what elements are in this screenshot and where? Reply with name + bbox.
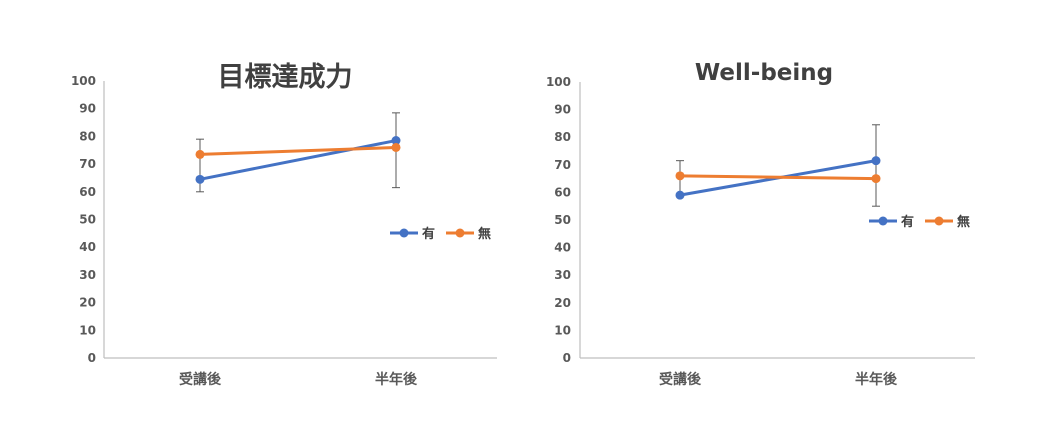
data-point-無 [195,149,205,159]
data-point-有 [675,190,685,200]
legend-entry: 有 [390,226,435,242]
data-point-有 [391,136,401,146]
legend-entry: 無 [446,226,491,242]
y-tick-label: 10 [79,323,96,337]
y-tick-label: 70 [79,157,96,171]
y-tick-label: 30 [554,268,571,282]
y-tick-label: 20 [554,296,571,310]
legend-label: 無 [957,214,970,230]
data-point-無 [391,142,401,152]
y-tick-label: 20 [79,296,96,310]
x-category-label: 半年後 [855,371,898,388]
legend-marker [399,228,409,238]
data-point-無 [871,174,881,184]
y-tick-label: 10 [554,323,571,337]
legend-label: 無 [478,226,491,242]
legend-label: 有 [901,214,914,230]
y-tick-label: 0 [563,351,571,365]
y-tick-label: 30 [79,268,96,282]
data-point-有 [871,156,881,166]
chart-1: 目標達成力 0 10 20 30 40 50 60 70 80 90 100 受講後 半年後 有 無 [71,62,497,388]
chart-title: 目標達成力 [218,62,353,93]
legend-entry: 有 [869,214,914,230]
legend-marker [934,216,944,226]
y-tick-label: 60 [79,185,96,199]
data-point-有 [195,174,205,184]
y-tick-label: 100 [546,75,571,89]
x-category-label: 受講後 [659,371,702,388]
legend-entry: 無 [925,214,970,230]
y-tick-label: 90 [554,103,571,117]
series-line-有 [198,139,398,181]
x-category-label: 受講後 [179,371,222,388]
y-tick-label: 60 [554,185,571,199]
data-point-無 [675,171,685,181]
chart-2: Well-being 0 10 20 30 40 50 60 70 80 90 100 受講後 半年後 有 無 [546,60,975,388]
series-line-無 [678,174,878,181]
y-tick-label: 70 [554,158,571,172]
x-category-label: 半年後 [375,371,418,388]
y-tick-label: 100 [71,74,96,88]
series-line-無 [198,145,398,156]
y-tick-label: 50 [554,213,571,227]
y-tick-label: 40 [554,241,571,255]
legend-label: 有 [422,226,435,242]
legend-marker [878,216,888,226]
y-tick-label: 40 [79,240,96,254]
legend-marker [455,228,465,238]
y-tick-label: 80 [79,129,96,143]
y-tick-label: 50 [79,213,96,227]
y-tick-label: 0 [88,351,96,365]
chart-title: Well-being [695,60,833,86]
y-tick-label: 90 [79,102,96,116]
y-tick-label: 80 [554,130,571,144]
